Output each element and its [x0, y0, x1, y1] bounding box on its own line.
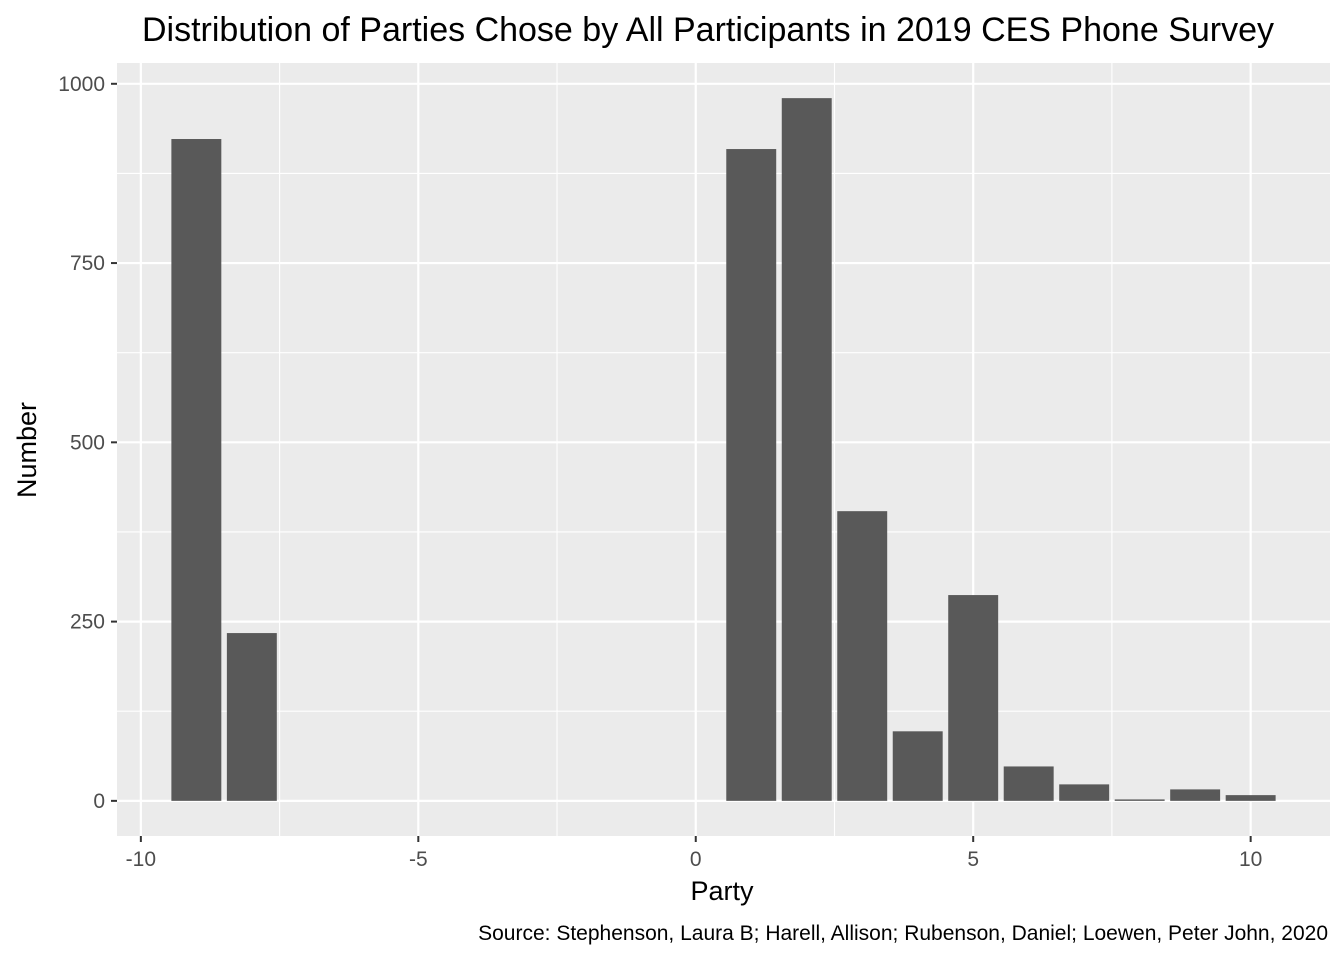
bar-party-3 [837, 511, 888, 801]
bar-party-1 [726, 149, 777, 801]
y-tick-label: 0 [93, 790, 105, 813]
x-tick-label: 0 [690, 848, 702, 871]
x-axis-title: Party [690, 876, 754, 906]
y-axis: 0 250 500 750 1000 [58, 73, 117, 813]
chart-title: Distribution of Parties Chose by All Par… [142, 11, 1274, 49]
y-tick-label: 750 [70, 252, 105, 275]
bar-party-6 [1003, 766, 1054, 801]
x-tick-label: 5 [967, 848, 979, 871]
minor-gridlines [117, 63, 1330, 836]
x-axis: -10 -5 0 5 10 [126, 836, 1262, 871]
bar-party-7 [1059, 784, 1110, 801]
y-tick-label: 500 [70, 431, 105, 454]
bar-party--9 [171, 139, 222, 801]
bar-party-9 [1170, 789, 1221, 801]
plot-panel [117, 63, 1330, 836]
y-tick-label: 250 [70, 611, 105, 634]
y-tick-label: 1000 [58, 73, 105, 96]
x-tick-label: -10 [126, 848, 156, 871]
bar-party-4 [892, 731, 943, 801]
bar-party-8 [1114, 799, 1165, 801]
bar-party-5 [948, 595, 999, 801]
bar-party-10 [1225, 795, 1276, 801]
source-caption: Source: Stephenson, Laura B; Harell, All… [478, 922, 1328, 945]
bar-party-2 [781, 98, 832, 801]
x-tick-label: -5 [409, 848, 428, 871]
bars [171, 98, 1276, 801]
bar-party--8 [226, 633, 277, 801]
y-axis-title: Number [12, 402, 42, 498]
x-tick-label: 10 [1239, 848, 1262, 871]
